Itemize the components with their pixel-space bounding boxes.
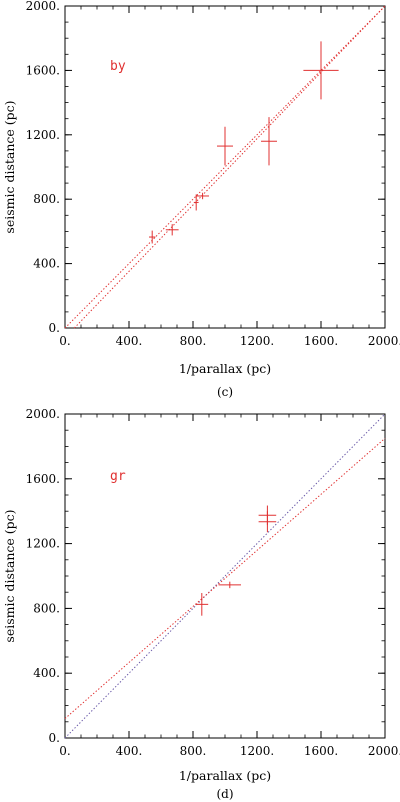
data-point [261,117,277,166]
y-tick-labels: 0. 400. 800. 1200. 1600. 2000. [26,0,60,335]
x-tick-label: 800. [180,334,207,348]
x-tick-label: 2000. [368,744,400,758]
data-points [149,41,339,244]
fit-line [64,437,386,719]
y-tick-label: 400. [33,257,60,271]
x-tick-label: 400. [116,744,143,758]
series-label: gr [110,469,126,484]
data-point [218,581,241,589]
x-tick-label: 400. [116,334,143,348]
y-tick-label: 1600. [26,472,60,486]
y-axis-label: seismic distance (pc) [2,100,17,233]
x-tick-label: 2000. [368,334,400,348]
panel-d: 0. 400. 800. 1200. 1600. 2000. 0. 400. 800. 1200… [2,407,400,801]
y-tick-label: 800. [33,192,60,206]
x-tick-label: 0. [59,334,70,348]
tick-marks [64,5,386,329]
x-tick-labels: 0. 400. 800. 1200. 1600. 2000. [59,334,400,348]
y-tick-label: 800. [33,601,60,615]
data-point [217,126,233,166]
y-axis-label: seismic distance (pc) [2,509,17,642]
tick-marks [64,413,386,739]
fit-line [64,413,386,739]
x-tick-label: 1600. [304,744,338,758]
y-tick-label: 400. [33,666,60,680]
x-tick-label: 1200. [240,744,274,758]
fit-line [64,5,386,329]
y-tick-label: 2000. [26,0,60,13]
series-label: by [110,59,126,74]
x-tick-label: 1200. [240,334,274,348]
fit-line [73,5,386,329]
x-tick-labels: 0. 400. 800. 1200. 1600. 2000. [59,744,400,758]
data-points [195,505,277,616]
x-axis-label: 1/parallax (pc) [179,361,271,376]
data-point [193,194,199,211]
x-tick-label: 800. [180,744,207,758]
panel-caption: (d) [216,787,233,801]
y-tick-label: 1200. [26,537,60,551]
data-point [303,41,339,100]
y-tick-label: 1200. [26,128,60,142]
x-tick-label: 0. [59,744,70,758]
fit-lines [64,5,386,329]
x-axis-label: 1/parallax (pc) [179,768,271,783]
x-tick-label: 1600. [304,334,338,348]
panel-caption: (c) [217,385,233,399]
y-tick-label: 1600. [26,63,60,77]
fit-lines [64,413,386,739]
y-tick-label: 0. [49,731,60,745]
y-tick-label: 0. [49,321,60,335]
data-point [195,593,209,616]
data-point [165,224,179,236]
panel-c: 0. 400. 800. 1200. 1600. 2000. 0. 400. 800. 1200… [2,0,400,399]
data-point [258,505,277,525]
data-point [149,230,156,244]
y-tick-label: 2000. [26,407,60,421]
y-tick-labels: 0. 400. 800. 1200. 1600. 2000. [26,407,60,745]
data-point [196,192,209,200]
